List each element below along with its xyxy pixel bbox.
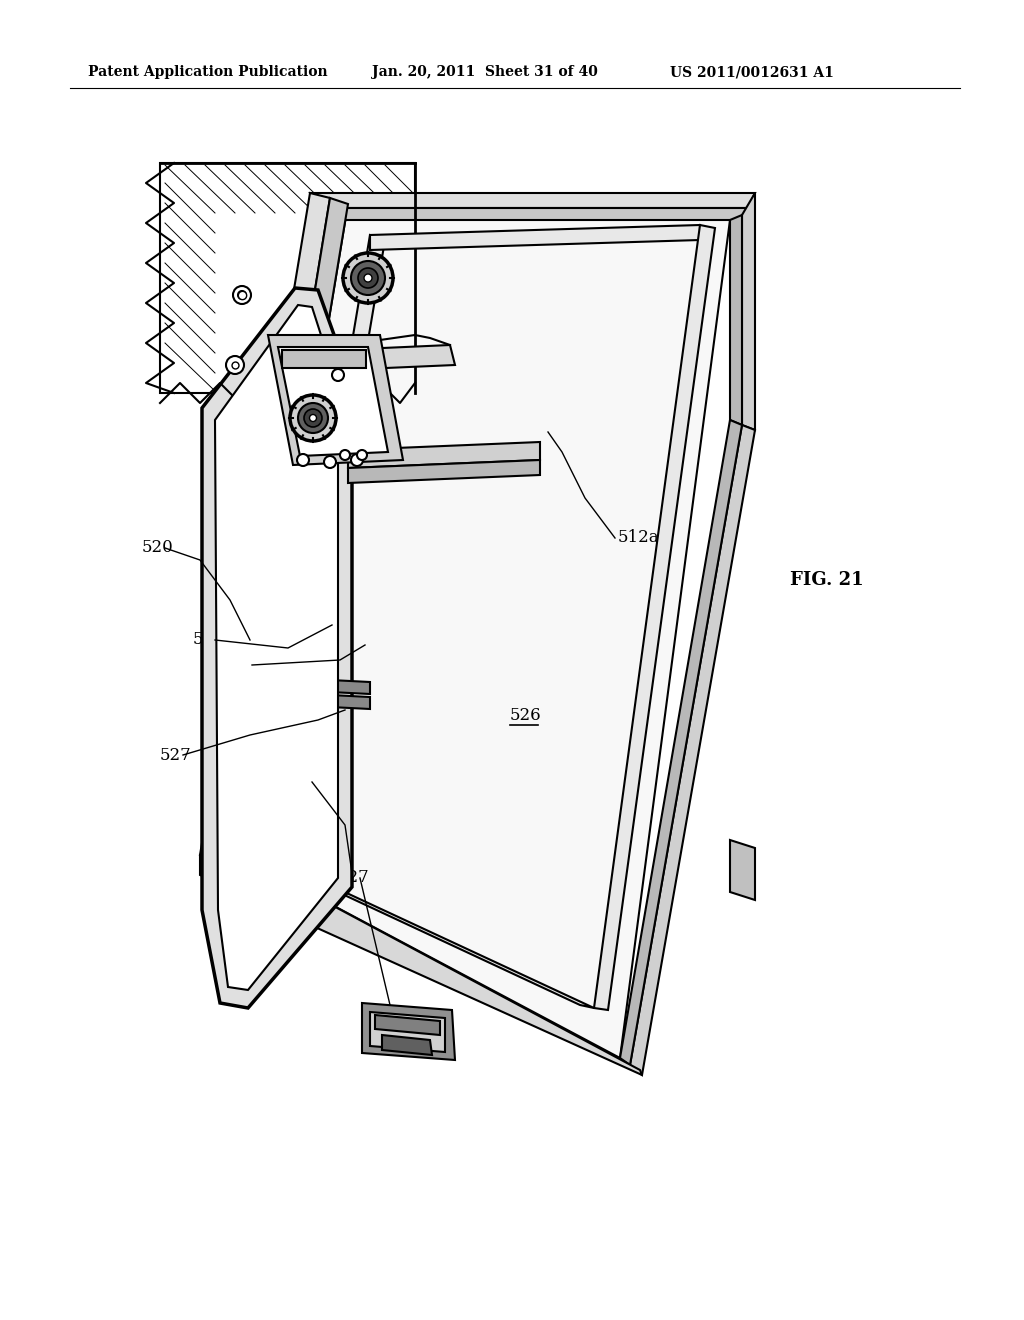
Circle shape <box>238 290 246 300</box>
Circle shape <box>309 414 316 421</box>
Text: 526: 526 <box>510 706 542 723</box>
Text: 527: 527 <box>160 747 191 763</box>
Circle shape <box>298 403 328 433</box>
Circle shape <box>324 455 336 469</box>
Polygon shape <box>200 193 330 858</box>
Circle shape <box>297 454 309 466</box>
Circle shape <box>233 286 251 304</box>
Text: Patent Application Publication: Patent Application Publication <box>88 65 328 79</box>
Text: 529: 529 <box>193 631 224 648</box>
Circle shape <box>340 450 350 459</box>
Circle shape <box>358 268 378 288</box>
Text: 520: 520 <box>142 540 174 557</box>
Polygon shape <box>160 162 415 393</box>
Polygon shape <box>330 680 370 694</box>
Text: FIG. 21: FIG. 21 <box>790 572 863 589</box>
Polygon shape <box>375 1015 440 1035</box>
Circle shape <box>351 261 385 294</box>
Polygon shape <box>362 1003 455 1060</box>
Polygon shape <box>240 205 730 1059</box>
Circle shape <box>332 370 344 381</box>
Text: US 2011/0012631 A1: US 2011/0012631 A1 <box>670 65 834 79</box>
Polygon shape <box>382 1035 432 1055</box>
Polygon shape <box>370 224 700 249</box>
Polygon shape <box>265 858 594 1008</box>
Circle shape <box>226 356 244 374</box>
Polygon shape <box>348 442 540 469</box>
Polygon shape <box>268 335 403 465</box>
Polygon shape <box>742 193 755 430</box>
Text: Jan. 20, 2011  Sheet 31 of 40: Jan. 20, 2011 Sheet 31 of 40 <box>372 65 598 79</box>
Text: 524: 524 <box>228 656 260 673</box>
Circle shape <box>364 275 372 282</box>
Circle shape <box>304 409 322 426</box>
Polygon shape <box>338 345 455 370</box>
Polygon shape <box>318 209 748 220</box>
Polygon shape <box>202 288 352 1008</box>
Polygon shape <box>282 350 366 368</box>
Text: 527: 527 <box>338 870 370 887</box>
Polygon shape <box>200 855 642 1074</box>
Circle shape <box>290 395 336 441</box>
Polygon shape <box>330 696 370 709</box>
Text: 512b: 512b <box>288 774 331 791</box>
Polygon shape <box>310 193 755 209</box>
Polygon shape <box>594 224 715 1010</box>
Polygon shape <box>348 459 540 483</box>
Circle shape <box>343 253 393 304</box>
Polygon shape <box>222 198 348 858</box>
Polygon shape <box>370 1012 445 1052</box>
Polygon shape <box>278 347 388 455</box>
Polygon shape <box>730 840 755 900</box>
Circle shape <box>357 450 367 459</box>
Polygon shape <box>620 420 742 1065</box>
Text: 512a: 512a <box>618 529 659 546</box>
Polygon shape <box>215 305 338 990</box>
Polygon shape <box>265 235 385 862</box>
Circle shape <box>351 454 362 466</box>
Polygon shape <box>630 425 755 1074</box>
Polygon shape <box>730 215 742 425</box>
